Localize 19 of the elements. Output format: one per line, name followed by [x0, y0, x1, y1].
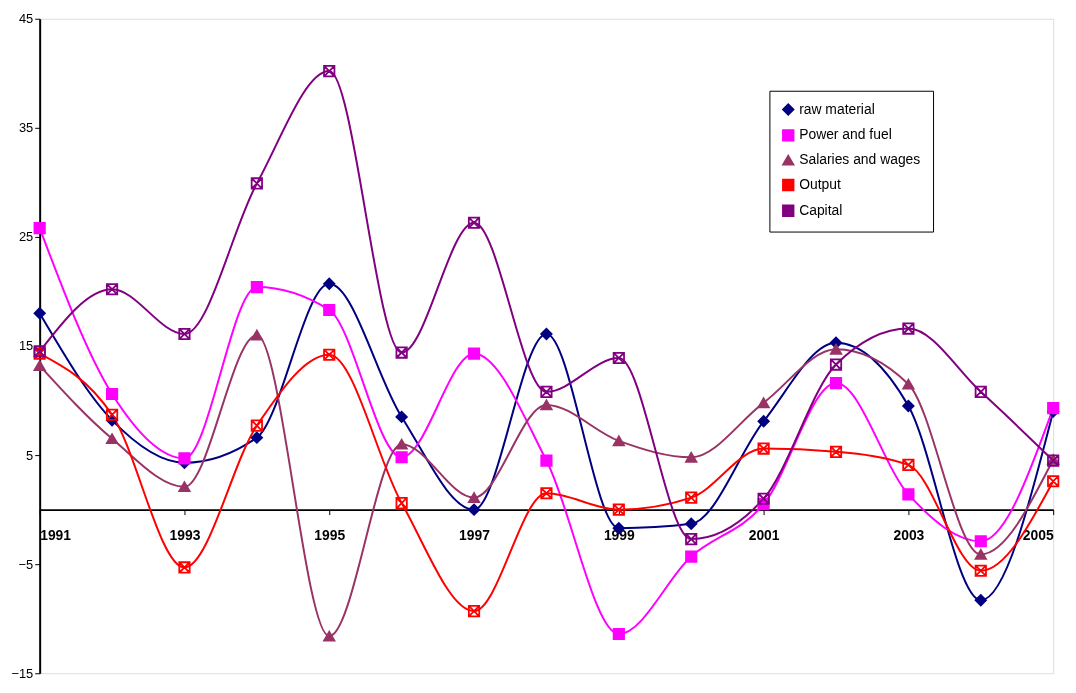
- y-tick-label: 45: [18, 11, 34, 27]
- x-tick-label: 1993: [169, 526, 201, 543]
- legend-label: Power and fuel: [799, 126, 892, 143]
- x-tick-label: 2003: [893, 526, 925, 543]
- y-tick-label: 35: [18, 120, 34, 136]
- y-tick-label: −15: [11, 665, 34, 681]
- legend-label: Output: [799, 175, 841, 192]
- y-tick-label: −5: [18, 556, 34, 572]
- x-tick-label: 1995: [314, 526, 346, 543]
- legend-label: Capital: [799, 201, 843, 218]
- legend-label: Salaries and wages: [799, 151, 921, 168]
- legend-label: raw material: [799, 100, 875, 117]
- x-tick-label: 1991: [40, 526, 72, 543]
- y-tick-label: 15: [18, 338, 34, 354]
- x-tick-label: 2005: [1022, 526, 1054, 543]
- x-tick-label: 1997: [459, 526, 491, 543]
- y-tick-label: 5: [26, 447, 34, 463]
- x-tick-label: 2001: [748, 526, 780, 543]
- y-tick-label: 25: [18, 229, 34, 245]
